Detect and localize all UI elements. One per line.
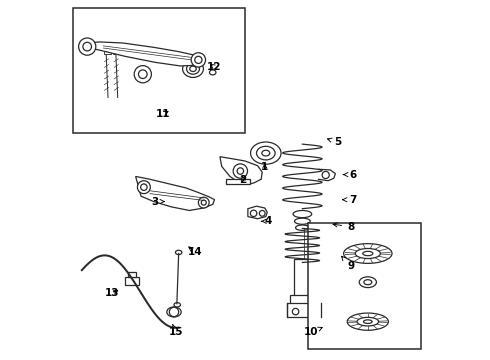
Circle shape <box>198 197 209 208</box>
Text: 2: 2 <box>240 175 247 185</box>
Ellipse shape <box>363 251 373 256</box>
Circle shape <box>250 210 257 217</box>
Text: 7: 7 <box>343 195 356 205</box>
Circle shape <box>191 53 205 67</box>
Ellipse shape <box>359 277 376 288</box>
Circle shape <box>139 70 147 78</box>
Bar <box>308 223 421 348</box>
Text: 4: 4 <box>262 216 272 226</box>
Circle shape <box>78 38 96 55</box>
Ellipse shape <box>167 307 181 317</box>
Circle shape <box>259 211 265 216</box>
Circle shape <box>201 200 206 205</box>
Ellipse shape <box>256 146 275 160</box>
Circle shape <box>170 307 179 317</box>
Ellipse shape <box>364 320 372 323</box>
Bar <box>290 295 318 304</box>
Text: 5: 5 <box>327 138 342 147</box>
Bar <box>113 50 121 54</box>
Bar <box>287 303 321 317</box>
Text: 15: 15 <box>169 325 183 337</box>
Text: 3: 3 <box>151 197 164 207</box>
Text: 13: 13 <box>104 288 119 298</box>
Ellipse shape <box>190 66 196 72</box>
Bar <box>226 179 250 184</box>
Polygon shape <box>85 42 200 66</box>
Bar <box>125 277 139 285</box>
Text: 11: 11 <box>156 109 171 119</box>
Circle shape <box>137 181 150 194</box>
Ellipse shape <box>357 318 379 326</box>
Circle shape <box>310 309 316 315</box>
Polygon shape <box>248 206 267 219</box>
Ellipse shape <box>294 218 310 224</box>
Polygon shape <box>220 157 262 184</box>
Circle shape <box>141 184 147 190</box>
Text: 6: 6 <box>343 170 356 180</box>
Ellipse shape <box>355 248 380 258</box>
Ellipse shape <box>262 150 270 156</box>
Ellipse shape <box>187 63 199 74</box>
Bar <box>104 50 111 54</box>
Ellipse shape <box>347 313 389 330</box>
Text: 8: 8 <box>333 222 354 231</box>
Text: 10: 10 <box>304 327 322 337</box>
Circle shape <box>134 66 151 83</box>
Ellipse shape <box>250 142 281 164</box>
Circle shape <box>322 171 329 179</box>
Ellipse shape <box>183 60 203 77</box>
Ellipse shape <box>174 303 180 307</box>
Circle shape <box>195 56 202 63</box>
Ellipse shape <box>293 211 312 218</box>
Circle shape <box>237 168 244 174</box>
Polygon shape <box>136 176 215 211</box>
Bar <box>73 8 245 134</box>
Text: 12: 12 <box>207 62 222 72</box>
Text: 9: 9 <box>342 256 354 271</box>
Bar <box>294 259 314 297</box>
Ellipse shape <box>364 280 372 285</box>
Ellipse shape <box>295 225 309 230</box>
Text: 1: 1 <box>261 162 269 172</box>
Circle shape <box>293 309 299 315</box>
Circle shape <box>83 42 92 51</box>
Bar <box>128 272 136 277</box>
Ellipse shape <box>210 70 216 75</box>
Ellipse shape <box>175 250 182 255</box>
Ellipse shape <box>343 244 392 264</box>
Text: 14: 14 <box>188 247 202 257</box>
Circle shape <box>233 164 247 178</box>
